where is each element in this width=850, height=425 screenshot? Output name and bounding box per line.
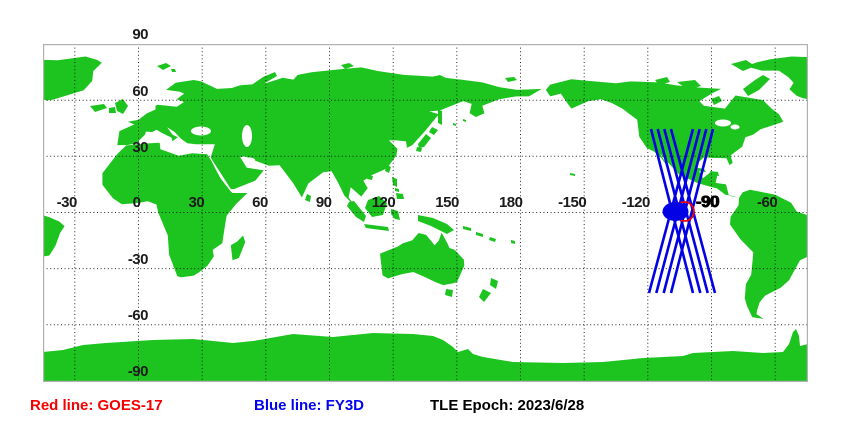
- lon-tick-label: 180: [498, 194, 523, 211]
- lon-tick-label: 0: [132, 194, 141, 211]
- lat-tick-label: -60: [127, 307, 149, 324]
- inland-seas: [191, 119, 740, 163]
- lat-tick-label: -30: [127, 251, 149, 268]
- legend-tle-epoch: TLE Epoch: 2023/6/28: [430, 397, 585, 414]
- satellite-tracks-svg: [647, 128, 717, 294]
- lon-tick-label: 120: [371, 194, 396, 211]
- lon-tick-label-minus90: -90: [695, 192, 720, 211]
- lat-tick-label: -90: [127, 363, 149, 380]
- fy3d-subpoint-marker: [662, 202, 689, 221]
- lon-tick-label: -150: [558, 194, 587, 211]
- lon-tick-label: -120: [621, 194, 651, 211]
- legend-fy3d: Blue line: FY3D: [254, 397, 365, 414]
- legend-goes17: Red line: GOES-17: [30, 397, 163, 414]
- legend-bar: Red line: GOES-17 Blue line: FY3D TLE Ep…: [0, 397, 850, 417]
- lat-tick-label: 60: [132, 82, 148, 100]
- lat-tick-label: 30: [132, 138, 148, 156]
- lon-tick-label: -60: [757, 194, 778, 211]
- plot-border: [43, 44, 808, 382]
- map-plot-area: [43, 44, 808, 382]
- lat-tick-label: 90: [132, 26, 148, 43]
- lon-tick-label: 30: [188, 194, 205, 211]
- lon-tick-label: 60: [252, 194, 268, 211]
- lon-tick-label: 90: [315, 194, 332, 211]
- lon-tick-label: -30: [56, 194, 78, 211]
- lon-tick-label: 150: [435, 194, 459, 211]
